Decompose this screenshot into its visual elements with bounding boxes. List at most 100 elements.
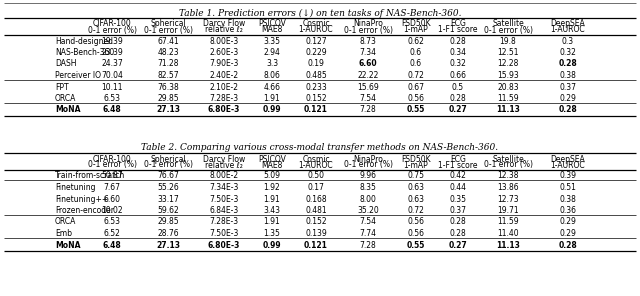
Text: 7.90E-3: 7.90E-3 (209, 59, 239, 68)
Text: 6.84E-3: 6.84E-3 (209, 206, 239, 215)
Text: 0.37: 0.37 (559, 83, 577, 91)
Text: 0.121: 0.121 (304, 240, 328, 250)
Text: 1-F1 score: 1-F1 score (438, 160, 477, 170)
Text: 20.83: 20.83 (497, 83, 519, 91)
Text: 0.99: 0.99 (262, 105, 282, 115)
Text: ECG: ECG (450, 20, 466, 28)
Text: ECG: ECG (450, 155, 466, 163)
Text: 6.60: 6.60 (358, 59, 378, 68)
Text: 67.41: 67.41 (157, 36, 179, 46)
Text: 0.28: 0.28 (559, 240, 577, 250)
Text: 0.17: 0.17 (308, 183, 324, 192)
Text: 0.67: 0.67 (408, 83, 424, 91)
Text: 0.38: 0.38 (559, 194, 577, 204)
Text: 0.75: 0.75 (408, 171, 424, 181)
Text: 3.35: 3.35 (264, 36, 280, 46)
Text: 0-1 error (%): 0-1 error (%) (88, 25, 136, 35)
Text: 19.71: 19.71 (497, 206, 519, 215)
Text: 15.69: 15.69 (357, 83, 379, 91)
Text: Frozen-encoder: Frozen-encoder (55, 206, 114, 215)
Text: 8.73: 8.73 (360, 36, 376, 46)
Text: 55.26: 55.26 (157, 183, 179, 192)
Text: 0.139: 0.139 (305, 229, 327, 238)
Text: 1-AUROC: 1-AUROC (550, 25, 586, 35)
Text: 0.36: 0.36 (559, 206, 577, 215)
Text: 0.19: 0.19 (308, 59, 324, 68)
Text: 3.3: 3.3 (266, 59, 278, 68)
Text: 0.127: 0.127 (305, 36, 327, 46)
Text: 82.57: 82.57 (157, 71, 179, 80)
Text: ORCA: ORCA (55, 218, 76, 226)
Text: NinaPro: NinaPro (353, 20, 383, 28)
Text: 6.48: 6.48 (102, 105, 122, 115)
Text: 0.6: 0.6 (410, 59, 422, 68)
Text: 0.62: 0.62 (408, 36, 424, 46)
Text: 1.91: 1.91 (264, 194, 280, 204)
Text: 0.42: 0.42 (449, 171, 467, 181)
Text: CIFAR-100: CIFAR-100 (93, 20, 131, 28)
Text: 1-mAP: 1-mAP (404, 160, 428, 170)
Text: 6.48: 6.48 (102, 240, 122, 250)
Text: Table 1. Prediction errors (↓) on ten tasks of NAS-Bench-360.: Table 1. Prediction errors (↓) on ten ta… (179, 9, 461, 17)
Text: 0.32: 0.32 (449, 59, 467, 68)
Text: 7.54: 7.54 (360, 218, 376, 226)
Text: 24.37: 24.37 (101, 59, 123, 68)
Text: 7.28: 7.28 (360, 240, 376, 250)
Text: Spherical: Spherical (150, 20, 186, 28)
Text: 5.09: 5.09 (264, 171, 280, 181)
Text: 0.44: 0.44 (449, 183, 467, 192)
Text: FSD50K: FSD50K (401, 20, 431, 28)
Text: 7.54: 7.54 (360, 94, 376, 103)
Text: 19.39: 19.39 (101, 36, 123, 46)
Text: 7.34: 7.34 (360, 48, 376, 57)
Text: 0-1 error (%): 0-1 error (%) (483, 160, 532, 170)
Text: 11.13: 11.13 (496, 105, 520, 115)
Text: 1-mAP: 1-mAP (404, 25, 428, 35)
Text: 0.27: 0.27 (449, 105, 467, 115)
Text: Hand-designed: Hand-designed (55, 36, 113, 46)
Text: 0.37: 0.37 (449, 206, 467, 215)
Text: Spherical: Spherical (150, 155, 186, 163)
Text: CIFAR-100: CIFAR-100 (93, 155, 131, 163)
Text: 27.13: 27.13 (156, 240, 180, 250)
Text: 0.34: 0.34 (449, 48, 467, 57)
Text: 6.52: 6.52 (104, 229, 120, 238)
Text: 0.485: 0.485 (305, 71, 327, 80)
Text: MoNA: MoNA (55, 240, 81, 250)
Text: DASH: DASH (55, 59, 77, 68)
Text: 2.10E-2: 2.10E-2 (209, 83, 239, 91)
Text: 0.229: 0.229 (305, 48, 327, 57)
Text: 59.62: 59.62 (157, 206, 179, 215)
Text: 6.53: 6.53 (104, 218, 120, 226)
Text: MAE8: MAE8 (261, 25, 283, 35)
Text: 8.00E-3: 8.00E-3 (209, 36, 239, 46)
Text: 3.43: 3.43 (264, 206, 280, 215)
Text: 6.60: 6.60 (104, 194, 120, 204)
Text: 70.04: 70.04 (101, 71, 123, 80)
Text: 0-1 error (%): 0-1 error (%) (483, 25, 532, 35)
Text: 0.99: 0.99 (262, 240, 282, 250)
Text: 1-AUROC: 1-AUROC (299, 25, 333, 35)
Text: ORCA: ORCA (55, 94, 76, 103)
Text: MoNA: MoNA (55, 105, 81, 115)
Text: Perceiver IO: Perceiver IO (55, 71, 101, 80)
Text: 7.28E-3: 7.28E-3 (209, 94, 239, 103)
Text: 9.96: 9.96 (360, 171, 376, 181)
Text: 12.28: 12.28 (497, 59, 518, 68)
Text: 1.35: 1.35 (264, 229, 280, 238)
Text: Darcy Flow: Darcy Flow (203, 155, 245, 163)
Text: 13.86: 13.86 (497, 183, 519, 192)
Text: 11.59: 11.59 (497, 218, 519, 226)
Text: 29.85: 29.85 (157, 218, 179, 226)
Text: 1-AUROC: 1-AUROC (550, 160, 586, 170)
Text: MAE8: MAE8 (261, 160, 283, 170)
Text: Finetuning++: Finetuning++ (55, 194, 108, 204)
Text: 8.35: 8.35 (360, 183, 376, 192)
Text: 6.80E-3: 6.80E-3 (208, 105, 240, 115)
Text: 0.28: 0.28 (450, 94, 467, 103)
Text: 33.17: 33.17 (157, 194, 179, 204)
Text: 4.66: 4.66 (264, 83, 280, 91)
Text: 0.29: 0.29 (559, 229, 577, 238)
Text: 0.27: 0.27 (449, 240, 467, 250)
Text: 12.38: 12.38 (497, 171, 519, 181)
